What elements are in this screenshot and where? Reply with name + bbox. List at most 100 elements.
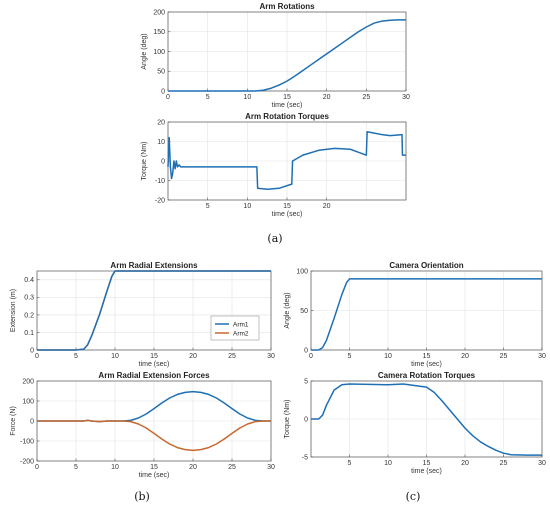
y-tick-label: 0 [30, 347, 34, 354]
series-line-1 [311, 383, 542, 456]
x-tick-label: 25 [362, 94, 370, 101]
x-tick-label: 15 [283, 203, 291, 210]
series-line-1 [168, 19, 406, 92]
x-tick-label: 10 [243, 203, 251, 210]
y-tick-label: 0.3 [24, 295, 34, 302]
x-tick-label: 15 [283, 94, 291, 101]
chart-title: Arm Rotation Torques [245, 112, 329, 121]
y-axis-label: Angle (deg) [284, 292, 291, 328]
y-tick-label: 0.1 [24, 330, 34, 337]
y-axis-label: Torque (Nm) [141, 142, 148, 181]
y-tick-label: 0.4 [24, 277, 34, 284]
chart-arm-radial-extension-forces: 0 5 10 15 20 25 30 -200 -100 0 100 200 Arm Radial Ex… [10, 371, 275, 479]
y-tick-label: 0 [161, 158, 165, 165]
legend-entry-arm1: Arm1 [233, 321, 249, 328]
series-line-1 [167, 131, 406, 191]
chart-arm-rotations: 0 5 10 15 20 25 30 0 50 100 150 200 Arm Rotations tim… [141, 2, 410, 109]
series-line-arm1 [37, 270, 271, 351]
y-tick-label: 200 [153, 9, 165, 16]
y-axis-label: Torque (Nm) [284, 400, 291, 439]
x-tick-label: 20 [461, 460, 469, 467]
x-tick-label: 15 [423, 460, 431, 467]
panel-label-a: (a) [267, 232, 282, 245]
chart-title: Arm Rotations [259, 2, 315, 11]
y-tick-label: 50 [300, 308, 308, 315]
y-tick-label: -100 [20, 438, 34, 445]
y-tick-label: 0.2 [24, 312, 34, 319]
y-tick-label: 100 [296, 268, 308, 275]
y-tick-label: -20 [155, 197, 165, 204]
legend-box [210, 315, 260, 341]
panel-label-c: (c) [406, 490, 421, 503]
y-tick-label: 20 [157, 119, 165, 126]
x-tick-label: 25 [500, 460, 508, 467]
y-axis-label: Angle (deg) [141, 33, 148, 69]
x-tick-label: 10 [384, 460, 392, 467]
x-tick-label: 30 [267, 464, 275, 471]
x-tick-label: 10 [243, 94, 251, 101]
panel-label-b: (b) [134, 490, 150, 503]
x-tick-label: 20 [189, 353, 197, 360]
x-tick-label: 0 [35, 353, 39, 360]
x-tick-label: 5 [74, 353, 78, 360]
y-tick-label: 10 [157, 139, 165, 146]
chart-camera-rotation-torques: 5 10 15 20 25 30 -5 0 5 Camera Rotation Torques ti… [284, 371, 546, 475]
x-axis-label: time (sec) [411, 361, 442, 368]
x-tick-label: 0 [35, 464, 39, 471]
x-axis-label: time (sec) [139, 472, 170, 479]
y-tick-label: -5 [302, 454, 308, 461]
x-tick-label: 25 [500, 353, 508, 360]
x-axis-label: time (sec) [411, 468, 442, 475]
x-tick-label: 20 [189, 464, 197, 471]
chart-title: Arm Radial Extensions [110, 261, 198, 270]
legend: Arm1 Arm2 [210, 315, 260, 341]
series-line-2 [37, 419, 271, 452]
x-tick-label: 0 [166, 94, 170, 101]
x-tick-label: 10 [111, 464, 119, 471]
chart-title: Camera Rotation Torques [378, 371, 476, 380]
x-tick-label: 0 [309, 353, 313, 360]
x-tick-label: 10 [384, 353, 392, 360]
x-axis-label: time (sec) [272, 211, 303, 218]
x-tick-label: 20 [323, 203, 331, 210]
x-tick-label: 25 [228, 464, 236, 471]
x-tick-label: 10 [111, 353, 119, 360]
y-tick-label: 50 [157, 69, 165, 76]
x-tick-label: 5 [348, 460, 352, 467]
y-tick-label: -10 [155, 178, 165, 185]
chart-title: Arm Radial Extension Forces [98, 371, 210, 380]
x-tick-label: 15 [150, 353, 158, 360]
x-tick-label: 30 [402, 94, 410, 101]
y-tick-label: -200 [20, 458, 34, 465]
y-axis-label: Extension (m) [10, 289, 17, 332]
x-tick-label: 5 [206, 94, 210, 101]
x-tick-label: 25 [228, 353, 236, 360]
y-axis-label: Force (N) [10, 406, 17, 436]
y-tick-label: 100 [153, 49, 165, 56]
y-tick-label: 0 [304, 347, 308, 354]
x-tick-label: 20 [461, 353, 469, 360]
y-tick-label: 100 [22, 398, 34, 405]
x-tick-label: 5 [74, 464, 78, 471]
series-line-1 [311, 278, 542, 351]
x-tick-label: 5 [348, 353, 352, 360]
x-tick-label: 30 [538, 353, 546, 360]
chart-title: Camera Orientation [389, 261, 463, 270]
legend-entry-arm2: Arm2 [233, 330, 249, 337]
y-tick-label: 0 [304, 416, 308, 423]
x-tick-label: 20 [323, 94, 331, 101]
chart-camera-orientation: 0 5 10 15 20 25 30 0 50 100 Camera Orientation time… [284, 261, 546, 368]
chart-arm-rotation-torques: 5 10 15 20 -20 -10 0 10 20 Arm Rotation Torques ti… [141, 112, 407, 218]
x-axis-label: time (sec) [272, 102, 303, 109]
y-tick-label: 200 [22, 378, 34, 385]
x-tick-label: 30 [267, 353, 275, 360]
x-tick-label: 30 [538, 460, 546, 467]
y-tick-label: 150 [153, 29, 165, 36]
x-tick-label: 15 [423, 353, 431, 360]
chart-arm-radial-extensions: 0 5 10 15 20 25 30 0 0.1 0.2 0.3 0.4 Arm Radial Exte… [10, 261, 275, 368]
y-tick-label: 0 [161, 88, 165, 95]
x-tick-label: 5 [206, 203, 210, 210]
y-tick-label: 5 [304, 378, 308, 385]
y-tick-label: 0 [30, 418, 34, 425]
